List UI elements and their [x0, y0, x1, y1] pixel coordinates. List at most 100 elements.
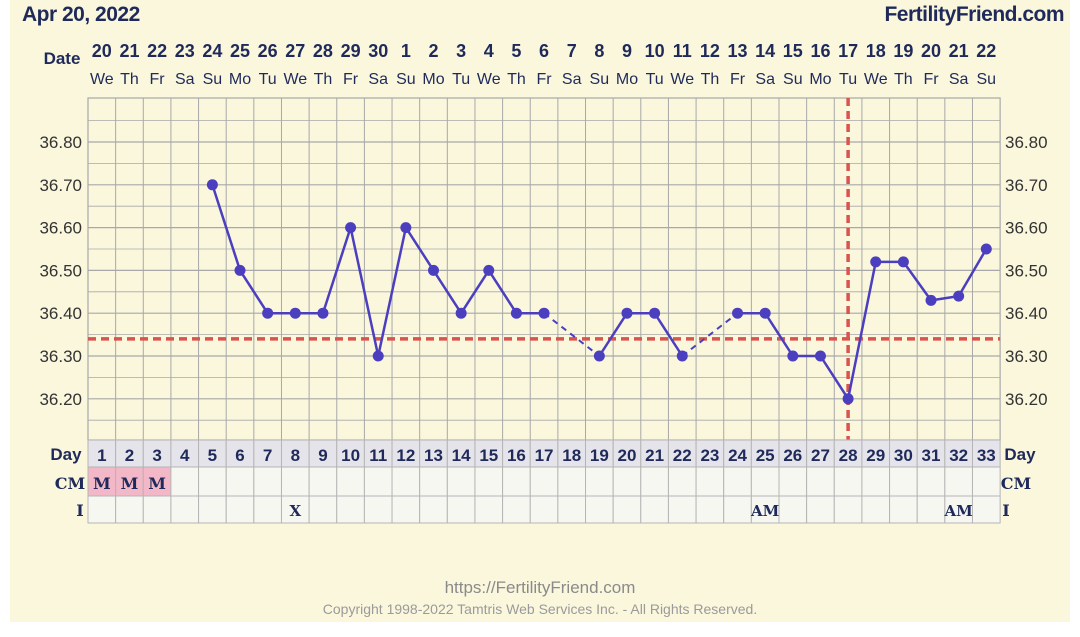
temp-segment — [238, 269, 269, 314]
day-row-label: Day — [50, 445, 82, 464]
table-cell — [750, 466, 780, 497]
temp-point — [234, 264, 246, 276]
date-label: 20 — [921, 41, 941, 61]
table-cell — [170, 466, 200, 497]
temp-segment — [487, 269, 518, 314]
cm-mark: M — [148, 474, 166, 493]
table-cell — [916, 466, 946, 497]
cycle-day-label: 1 — [97, 446, 106, 465]
table-cell — [502, 466, 531, 497]
temp-point — [759, 307, 771, 319]
weekday-label: Fr — [343, 71, 359, 88]
weekday-label: Th — [701, 71, 720, 88]
weekday-label: We — [477, 71, 501, 88]
y-tick-label-right: 36.60 — [1005, 219, 1048, 238]
table-cell — [640, 466, 669, 497]
y-tick-label-left: 36.80 — [39, 133, 82, 152]
weekday-label: Sa — [949, 71, 969, 88]
table-cell — [667, 466, 697, 497]
date-label: 9 — [622, 41, 632, 61]
table-cell — [419, 495, 448, 524]
intercourse-mark: AM — [944, 502, 973, 520]
table-cell — [502, 439, 531, 468]
weekday-label: Sa — [175, 71, 195, 88]
date-label: 13 — [728, 41, 748, 61]
temp-point — [538, 307, 550, 319]
cm-row-label-right: CM — [1001, 474, 1031, 493]
weekday-label: Sa — [562, 71, 582, 88]
temp-point — [289, 307, 301, 319]
table-cell — [971, 495, 1001, 524]
cycle-day-label: 25 — [756, 446, 775, 465]
temp-point — [593, 350, 605, 362]
weekday-label: Mo — [616, 71, 638, 88]
temp-segment — [321, 227, 352, 314]
temp-point — [925, 294, 937, 306]
date-label: 27 — [285, 41, 305, 61]
table-cell — [308, 495, 338, 524]
cycle-day-label: 7 — [263, 446, 272, 465]
table-cell — [723, 495, 752, 524]
temp-point — [400, 222, 412, 234]
temp-gap-segment — [681, 312, 739, 357]
table-cell — [529, 466, 559, 497]
cycle-day-label: 2 — [125, 446, 134, 465]
weekday-label: Tu — [452, 71, 470, 88]
cm-mark: M — [121, 474, 139, 493]
date-label: 26 — [258, 41, 278, 61]
table-cell — [667, 439, 697, 468]
temp-segment — [819, 355, 850, 400]
intercourse-row-label: I — [76, 501, 83, 520]
weekday-label: Tu — [259, 71, 277, 88]
cycle-day-label: 28 — [839, 446, 858, 465]
table-cell — [778, 439, 808, 468]
temp-segment — [376, 227, 408, 357]
cycle-day-label: 19 — [590, 446, 609, 465]
footer-url[interactable]: https://FertilityFriend.com — [444, 578, 636, 597]
cm-row-label: CM — [55, 474, 85, 493]
y-tick-label-right: 36.50 — [1005, 261, 1048, 280]
temp-point — [897, 256, 909, 268]
weekday-label: We — [670, 71, 694, 88]
date-label: 30 — [368, 41, 388, 61]
y-tick-label-left: 36.20 — [39, 390, 82, 409]
table-cell — [474, 439, 504, 468]
table-cell — [778, 466, 808, 497]
weekday-label: Fr — [537, 71, 553, 88]
table-cell — [336, 466, 365, 497]
table-cell — [778, 495, 808, 524]
table-cell — [419, 439, 448, 468]
table-cell — [944, 495, 973, 524]
weekday-label: Fr — [923, 71, 939, 88]
y-tick-label-right: 36.70 — [1005, 176, 1048, 195]
date-label: 2 — [428, 41, 438, 61]
weekday-label: Su — [396, 71, 416, 88]
temp-point — [814, 350, 826, 362]
table-cell — [916, 495, 946, 524]
table-cell — [723, 466, 752, 497]
date-label: 8 — [594, 41, 604, 61]
temp-segment — [211, 184, 242, 271]
table-cell — [115, 495, 144, 524]
table-cell — [806, 466, 835, 497]
date-label: 29 — [341, 41, 361, 61]
date-label: 16 — [810, 41, 830, 61]
table-cell — [198, 495, 227, 524]
cycle-day-label: 11 — [369, 446, 387, 465]
weekday-label: We — [283, 71, 307, 88]
table-cell — [585, 495, 614, 524]
date-label: 15 — [783, 41, 803, 61]
y-tick-label-right: 36.20 — [1005, 390, 1048, 409]
weekday-label: Mo — [422, 71, 444, 88]
day-row-label-right: Day — [1004, 445, 1036, 464]
temp-point — [870, 256, 882, 268]
weekday-label: Th — [507, 71, 526, 88]
table-cell — [529, 439, 559, 468]
table-cell — [889, 466, 918, 497]
table-cell — [280, 495, 310, 524]
weekday-label: Mo — [809, 71, 831, 88]
temp-segment — [957, 248, 988, 297]
date-label: 1 — [401, 41, 411, 61]
cycle-day-label: 27 — [811, 446, 830, 465]
